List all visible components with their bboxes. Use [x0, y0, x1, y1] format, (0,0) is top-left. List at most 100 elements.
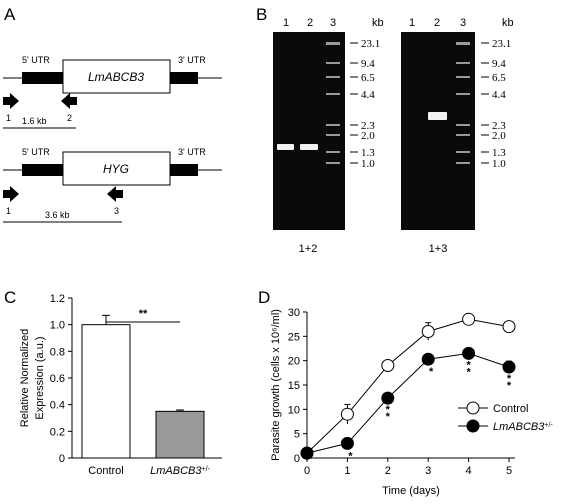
growth-x-tick-label: 5 — [506, 465, 512, 477]
legend-marker — [466, 401, 480, 415]
growth-y-tick-label: 5 — [294, 429, 300, 441]
gel1-image — [273, 32, 345, 230]
growth-y-label: Parasite growth (cells x 10⁶/ml) — [270, 309, 282, 461]
utr3-label-2: 3' UTR — [178, 147, 206, 157]
panel-letter-d: D — [258, 288, 270, 307]
growth-significance: * — [348, 450, 353, 462]
gel2-lane-3: 3 — [460, 17, 466, 29]
construct-hyg: HYG 5' UTR 3' UTR 1 3 3.6 kb — [3, 147, 222, 223]
growth-point — [502, 320, 516, 334]
legend-label-mutant: LmABCB3+/- — [493, 421, 553, 433]
amplicon-size-1: 1.6 kb — [22, 116, 47, 126]
gene-box-hyg — [62, 151, 171, 186]
amplicon-size-2: 3.6 kb — [45, 210, 70, 220]
bar — [155, 410, 205, 459]
gene-label-lmabcb3: LmABCB3 — [88, 70, 144, 84]
growth-x-tick-label: 0 — [304, 465, 310, 477]
growth-y-tick-label: 15 — [288, 380, 300, 392]
growth-point — [381, 359, 395, 373]
primer-arrow-1 — [3, 93, 19, 109]
gel1-markers: kb 23.1 9.4 6.5 4.4 2.3 2.0 1.3 1.0 — [350, 17, 384, 170]
panel-letter-c: C — [4, 288, 16, 307]
legend-label-control: Control — [493, 403, 528, 415]
primer-label-3: 3 — [114, 206, 119, 216]
growth-series-line — [306, 318, 510, 454]
gel2-marker-label: 6.5 — [492, 72, 506, 84]
utr5-label: 5' UTR — [22, 55, 50, 65]
panel-letter-b: B — [256, 5, 267, 24]
gel2-markers: kb 23.1 9.4 6.5 4.4 2.3 2.0 1.3 1.0 — [481, 17, 514, 170]
growth-x-tick-label: 4 — [466, 465, 472, 477]
growth-point — [381, 391, 395, 405]
primer-arrow-1b — [3, 186, 19, 202]
gel1-marker-label: 2.3 — [361, 120, 375, 132]
growth-significance: * — [429, 366, 434, 378]
bar-y-tick-label: 0 — [59, 453, 65, 465]
growth-significance: * — [507, 373, 512, 385]
growth-y-tick-label: 25 — [288, 331, 300, 343]
utr5-label-2: 5' UTR — [22, 147, 50, 157]
utr5-block-2 — [22, 164, 64, 176]
legend-marker — [466, 419, 480, 433]
bar-category-label: Control — [88, 465, 123, 477]
gel2-band-lane2 — [428, 112, 447, 120]
gel2-marker-label: 4.4 — [492, 89, 506, 101]
gel1-marker-label: 9.4 — [361, 58, 375, 70]
gel1-label: 1+2 — [299, 243, 318, 255]
gel2-marker-label: 2.0 — [492, 130, 506, 142]
growth-y-tick-label: 30 — [288, 307, 300, 319]
gel2-marker-label: 1.3 — [492, 147, 506, 159]
growth-legend: Control LmABCB3+/- — [458, 401, 553, 433]
bar-category-label: LmABCB3+/- — [150, 465, 210, 477]
gel1-marker-label: 1.3 — [361, 147, 375, 159]
growth-y-tick-label: 0 — [294, 453, 300, 465]
gel1-lane-3: 3 — [330, 17, 336, 29]
primer-arrow-3 — [107, 186, 123, 202]
growth-point — [462, 312, 476, 326]
bar — [81, 324, 131, 459]
construct-wildtype: LmABCB3 5' UTR 3' UTR 1 2 1.6 kb — [3, 55, 222, 129]
bar-y-tick-label: 0.2 — [50, 426, 65, 438]
gel1-kb: kb — [372, 17, 384, 29]
primer-arrow-2 — [61, 93, 77, 109]
growth-significance: * — [507, 380, 512, 392]
bar-y-label-2: Expression (a.u.) — [34, 336, 46, 419]
gel2-kb: kb — [502, 17, 514, 29]
bar-y-tick-label: 0.8 — [50, 346, 65, 358]
gene-label-hyg: HYG — [103, 162, 129, 176]
growth-y-tick-label: 20 — [288, 356, 300, 368]
gel1-band-lane1 — [277, 144, 294, 150]
gel-2: 1 2 3 1+3 — [401, 17, 475, 255]
primer-label-1b: 1 — [6, 206, 11, 216]
growth-y-tick-label: 10 — [288, 404, 300, 416]
gel1-marker-label: 4.4 — [361, 89, 375, 101]
growth-significance: * — [386, 411, 391, 423]
growth-significance: * — [466, 366, 471, 378]
gel1-lane-2: 2 — [307, 17, 313, 29]
utr3-block-2 — [170, 164, 198, 176]
gel1-marker-label: 2.0 — [361, 130, 375, 142]
gel2-image — [401, 32, 475, 230]
utr3-label: 3' UTR — [178, 55, 206, 65]
growth-x-tick-label: 3 — [425, 465, 431, 477]
growth-point — [340, 407, 354, 421]
growth-x-tick-label: 2 — [385, 465, 391, 477]
bar-significance: ** — [139, 308, 148, 320]
gel2-marker-label: 23.1 — [492, 38, 511, 50]
bar-chart: 0 0.2 0.4 0.6 0.8 1.0 1.2 Control LmABCB3+/- ** Re… — [19, 293, 222, 477]
gel2-lane-2: 2 — [434, 17, 440, 29]
growth-significance: * — [386, 404, 391, 416]
growth-point — [421, 324, 435, 338]
bar-y-tick-label: 1.2 — [50, 293, 65, 305]
gel1-marker-label: 1.0 — [361, 158, 375, 170]
utr3-block — [170, 72, 198, 84]
gel1-band-lane2 — [300, 144, 318, 150]
growth-point — [300, 446, 314, 460]
growth-point — [462, 346, 476, 360]
gel2-marker-label: 9.4 — [492, 58, 506, 70]
growth-point — [340, 436, 354, 450]
bar-y-tick-label: 0.4 — [50, 400, 65, 412]
growth-significance: * — [466, 359, 471, 371]
primer-label-2: 2 — [67, 113, 72, 123]
